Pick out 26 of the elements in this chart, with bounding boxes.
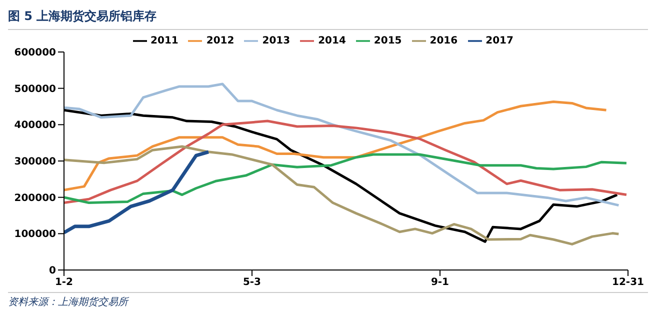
legend-label: 2016	[430, 36, 458, 47]
chart-title: 图 5 上海期货交易所铝库存	[8, 8, 648, 30]
y-tick-label: 100000	[14, 229, 56, 240]
line-series	[64, 120, 628, 204]
x-tick-label: 12-31	[612, 277, 644, 288]
text: 资料来源：上海期货交易所	[8, 292, 648, 309]
line-series	[64, 82, 620, 207]
line-series	[64, 100, 608, 192]
legend-label: 2017	[486, 36, 514, 47]
y-tick-label: 500000	[14, 84, 56, 95]
y-tick-label: 400000	[14, 120, 56, 132]
x-tick-label: 5-3	[242, 277, 262, 288]
line-series	[64, 153, 628, 204]
x-tick-label: 9-1	[430, 277, 450, 288]
y-tick-label: 200000	[14, 192, 56, 204]
legend-label: 2011	[150, 36, 178, 47]
y-tick-label: 300000	[14, 156, 56, 168]
legend-label: 2012	[206, 36, 234, 47]
y-tick-label: 0	[49, 266, 56, 277]
line-series	[64, 145, 620, 246]
line-series	[64, 150, 210, 234]
y-tick-label: 600000	[14, 48, 56, 59]
legend-label: 2014	[318, 36, 346, 47]
x-tick-label: 1-2	[54, 277, 74, 288]
legend-label: 2013	[262, 36, 290, 47]
legend-label: 2015	[374, 36, 402, 47]
